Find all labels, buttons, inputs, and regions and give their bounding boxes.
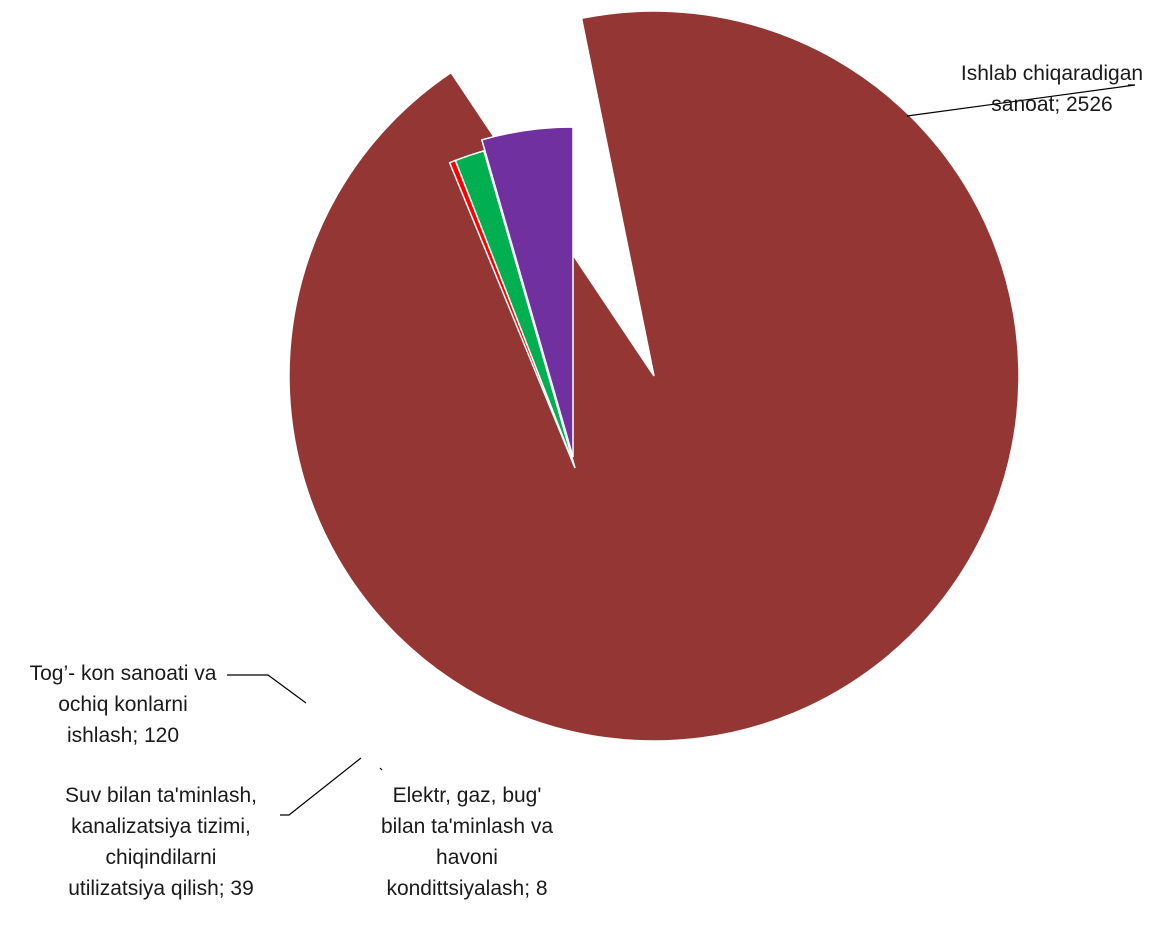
slice-label-line: ishlash; 120 bbox=[67, 724, 179, 747]
slice-label-line: kondittsiyalash; 8 bbox=[386, 877, 547, 900]
slice-labels: Ishlab chiqaradigan sanoat; 2526 Elektr, g… bbox=[30, 62, 1143, 900]
pie-slices bbox=[288, 10, 1020, 742]
leader-line bbox=[280, 757, 362, 816]
leader-line bbox=[906, 84, 1136, 117]
leader-lines bbox=[227, 84, 1136, 816]
pie-slice bbox=[288, 10, 1020, 742]
slice-label-line: kanalizatsiya tizimi, bbox=[71, 815, 251, 838]
pie-slice bbox=[454, 149, 576, 469]
slice-label: Ishlab chiqaradigan sanoat; 2526 bbox=[961, 62, 1143, 116]
leader-line bbox=[227, 674, 307, 704]
slice-label-line: ochiq konlarni bbox=[58, 693, 188, 716]
slice-label: Elektr, gaz, bug' bilan ta'minlash va havo… bbox=[381, 784, 553, 900]
leader-line bbox=[379, 767, 383, 771]
slice-label-line: Ishlab chiqaradigan bbox=[961, 62, 1143, 85]
slice-label-line: utilizatsiya qilish; 39 bbox=[68, 877, 254, 900]
slice-label: Suv bilan ta'minlash, kanalizatsiya tizim… bbox=[65, 784, 257, 900]
slice-label-line: havoni bbox=[436, 846, 498, 869]
slice-label: Tog’- kon sanoati va ochiq konlarni ishlas… bbox=[30, 662, 217, 747]
slice-label-line: Elektr, gaz, bug' bbox=[393, 784, 542, 807]
pie-slice bbox=[480, 126, 574, 458]
slice-label-line: bilan ta'minlash va bbox=[381, 815, 553, 838]
slice-label-line: sanoat; 2526 bbox=[991, 93, 1112, 116]
slice-label-line: chiqindilarni bbox=[106, 846, 217, 869]
slice-label-line: Suv bilan ta'minlash, bbox=[65, 784, 257, 807]
slice-label-line: Tog’- kon sanoati va bbox=[30, 662, 217, 685]
